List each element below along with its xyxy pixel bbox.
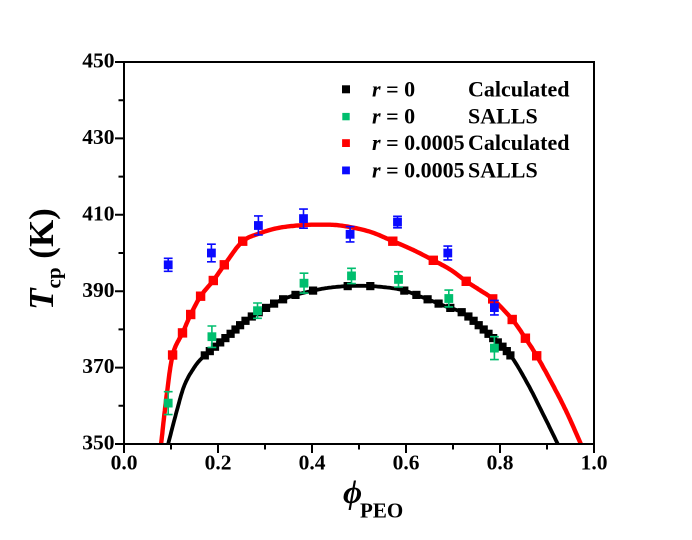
- svg-text:370: 370: [82, 354, 114, 378]
- svg-text:PEO: PEO: [360, 499, 403, 523]
- svg-text:Tcp (K): Tcp (K): [22, 208, 66, 310]
- svg-text:r = 0.0005: r = 0.0005: [372, 130, 465, 155]
- svg-text:410: 410: [82, 201, 114, 225]
- svg-text:0.6: 0.6: [393, 451, 420, 475]
- svg-text:430: 430: [82, 125, 114, 149]
- svg-text:350: 350: [82, 431, 114, 455]
- svg-text:0.2: 0.2: [205, 451, 232, 475]
- svg-text:390: 390: [82, 278, 114, 302]
- svg-text:ϕ: ϕ: [343, 475, 362, 511]
- svg-text:Calculated: Calculated: [468, 130, 569, 155]
- svg-text:Calculated: Calculated: [468, 76, 569, 101]
- svg-text:0.8: 0.8: [487, 451, 514, 475]
- svg-text:SALLS: SALLS: [468, 157, 538, 182]
- svg-text:0.4: 0.4: [299, 451, 326, 475]
- svg-text:r = 0: r = 0: [372, 76, 415, 101]
- svg-text:r = 0: r = 0: [372, 104, 415, 129]
- svg-text:r = 0.0005: r = 0.0005: [372, 157, 465, 182]
- svg-text:0.0: 0.0: [111, 451, 138, 475]
- svg-text:SALLS: SALLS: [468, 104, 538, 129]
- svg-text:1.0: 1.0: [581, 451, 608, 475]
- svg-text:450: 450: [82, 49, 114, 73]
